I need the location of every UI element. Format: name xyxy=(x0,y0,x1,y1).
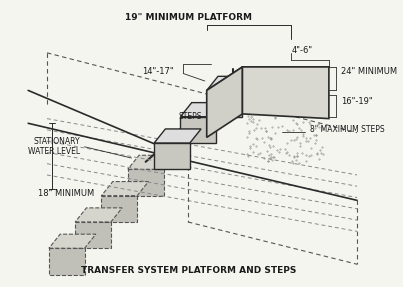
Text: 4"-6": 4"-6" xyxy=(291,46,312,55)
Polygon shape xyxy=(102,196,137,222)
Polygon shape xyxy=(207,67,329,90)
Polygon shape xyxy=(207,76,254,90)
Polygon shape xyxy=(243,67,329,119)
Polygon shape xyxy=(75,208,122,222)
Polygon shape xyxy=(102,182,148,196)
Text: 16"-19": 16"-19" xyxy=(341,97,373,106)
Polygon shape xyxy=(181,117,216,143)
Polygon shape xyxy=(181,103,227,117)
Polygon shape xyxy=(207,90,243,117)
Text: 19" MINIMUM PLATFORM: 19" MINIMUM PLATFORM xyxy=(125,13,252,22)
Polygon shape xyxy=(207,67,243,137)
Text: 24" MINIMUM: 24" MINIMUM xyxy=(341,67,397,76)
Text: STEPS: STEPS xyxy=(179,112,202,121)
Text: STATIONARY
WATER LEVEL: STATIONARY WATER LEVEL xyxy=(28,137,80,156)
Text: 18" MINIMUM: 18" MINIMUM xyxy=(37,189,94,198)
Polygon shape xyxy=(49,248,85,275)
Text: TRANSFER SYSTEM PLATFORM AND STEPS: TRANSFER SYSTEM PLATFORM AND STEPS xyxy=(81,266,297,275)
Polygon shape xyxy=(128,169,164,196)
Polygon shape xyxy=(154,129,201,143)
Polygon shape xyxy=(154,143,190,169)
Polygon shape xyxy=(75,222,111,248)
Text: 14"-17": 14"-17" xyxy=(142,67,174,76)
Polygon shape xyxy=(128,155,175,169)
Polygon shape xyxy=(49,234,96,248)
Text: 8" MAXIMUM STEPS: 8" MAXIMUM STEPS xyxy=(310,125,385,134)
